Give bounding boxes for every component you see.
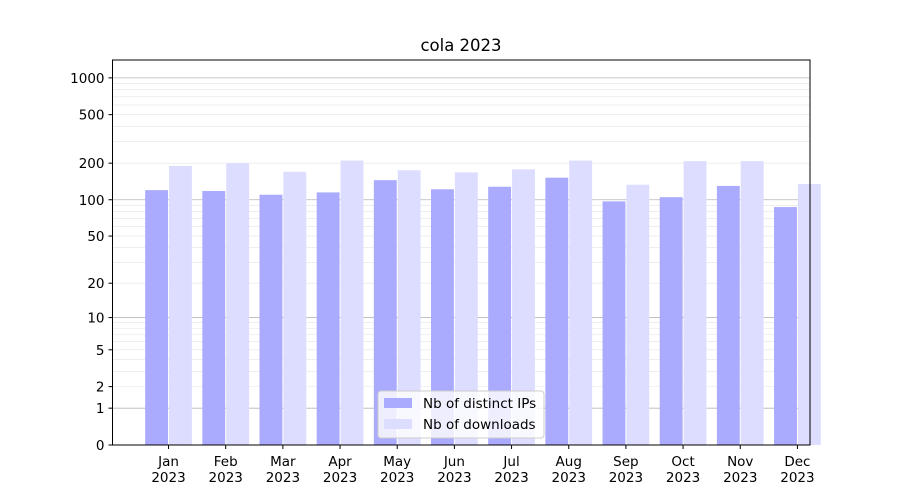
bar-distinct-ips [488,186,512,445]
bar-downloads [740,161,764,446]
y-tick-label: 1000 [70,71,104,87]
bar-distinct-ips [774,207,797,445]
bar-distinct-ips [716,185,740,446]
legend-swatch-distinct-ips [384,398,412,408]
y-tick-label: 2 [96,380,105,396]
bar-downloads [397,170,421,445]
bar-distinct-ips [431,189,454,445]
x-tick-label-year: 2023 [266,470,300,486]
x-tick-label-year: 2023 [780,470,814,486]
bar-downloads [626,184,650,445]
bar-distinct-ips [202,191,226,445]
bar-downloads [340,160,364,446]
bar-downloads [683,161,707,446]
bar-distinct-ips [316,192,340,445]
x-tick-label-year: 2023 [609,470,643,486]
y-tick-label: 50 [87,229,104,245]
bar-distinct-ips [602,201,626,445]
x-tick-label-month: Mar [270,454,296,470]
bars [145,160,821,446]
bar-distinct-ips [259,194,283,445]
x-tick-label-year: 2023 [723,470,757,486]
x-tick-label-month: Nov [727,454,753,470]
x-tick-label-month: Dec [784,454,810,470]
bar-downloads [169,165,192,446]
bar-downloads [569,160,593,446]
x-tick-label-year: 2023 [209,470,243,486]
y-tick-label: 1 [96,401,105,417]
x-tick-label-month: Jul [502,454,519,470]
x-tick-label-year: 2023 [151,470,185,486]
bar-distinct-ips [373,180,397,446]
x-tick-label-month: Aug [556,454,582,470]
x-tick-label-year: 2023 [494,470,528,486]
x-tick-label-year: 2023 [437,470,471,486]
bar-downloads [283,171,307,446]
y-axis: 0 1 2 5 10 20 50 100 200 500 1000 [70,71,113,454]
bar-distinct-ips [659,197,683,445]
y-tick-label: 200 [79,156,105,172]
bar-downloads [454,172,478,446]
y-tick-label: 100 [79,193,105,209]
x-tick-label-month: Oct [671,454,694,470]
legend-label-distinct-ips: Nb of distinct IPs [423,396,536,412]
bar-distinct-ips [145,190,169,445]
y-tick-label: 5 [96,343,105,359]
x-tick-label-year: 2023 [323,470,357,486]
x-tick-label-month: Feb [214,454,238,470]
y-tick-label: 500 [79,108,105,124]
x-tick-label-month: Apr [328,454,352,470]
legend-label-downloads: Nb of downloads [423,417,536,433]
x-tick-label-month: Jun [443,454,465,470]
bar-downloads [512,169,535,445]
x-tick-label-month: Jan [157,454,179,470]
chart-title: cola 2023 [420,36,501,55]
x-tick-label-year: 2023 [552,470,586,486]
legend-swatch-downloads [384,419,412,429]
x-tick-label-month: May [383,454,411,470]
legend-box [377,390,545,439]
y-tick-label: 10 [87,311,104,327]
x-axis: Jan2023Feb2023Mar2023Apr2023May2023Jun20… [151,445,815,486]
plot-frame [112,59,811,446]
bar-distinct-ips [545,177,569,446]
bar-downloads [797,183,821,445]
x-tick-label-year: 2023 [380,470,414,486]
x-tick-label-month: Sep [613,454,638,470]
y-tick-label: 20 [87,276,104,292]
bar-downloads [226,163,250,445]
x-tick-label-year: 2023 [666,470,700,486]
legend: Nb of distinct IPs Nb of downloads [377,390,545,439]
y-tick-label: 0 [96,438,105,454]
